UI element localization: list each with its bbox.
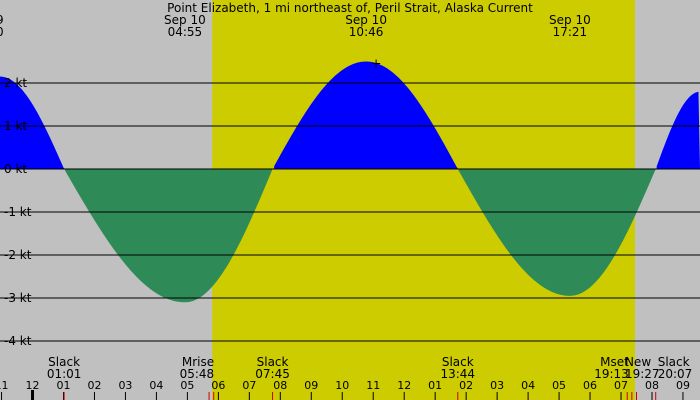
y-tick-label: 0 kt <box>4 162 27 176</box>
x-tick-label: 05 <box>552 379 566 392</box>
y-tick-label: 2 kt <box>4 76 27 90</box>
x-tick-label: 03 <box>118 379 132 392</box>
x-tick-label: 09 <box>676 379 690 392</box>
top-event-date: Sep 10 <box>549 13 591 27</box>
x-tick-label: 06 <box>211 379 225 392</box>
x-tick-label: 01 <box>428 379 442 392</box>
top-event-date: Sep 10 <box>345 13 387 27</box>
bottom-event-time: 20:07 <box>658 367 693 381</box>
bottom-event-label: Mrise <box>182 355 214 369</box>
y-tick-label: -2 kt <box>4 248 32 262</box>
bottom-event-label: New <box>625 355 651 369</box>
x-tick-label: 11 <box>0 379 9 392</box>
grid-lines <box>0 82 700 342</box>
top-event-date: Sep 10 <box>164 13 206 27</box>
top-event-time: 04:55 <box>168 25 203 39</box>
x-tick-label: 07 <box>242 379 256 392</box>
x-tick-label: 06 <box>583 379 597 392</box>
x-tick-label: 03 <box>490 379 504 392</box>
x-tick-label: 02 <box>459 379 473 392</box>
bottom-event-time: 13:44 <box>440 367 475 381</box>
chart-title: Point Elizabeth, 1 mi northeast of, Peri… <box>167 1 533 15</box>
y-axis-labels: 2 kt 1 kt 0 kt -1 kt -2 kt -3 kt -4 kt <box>4 76 32 348</box>
bottom-event-time: 05:48 <box>180 367 215 381</box>
bottom-event-time: 19:27 <box>625 367 660 381</box>
x-tick-label: 01 <box>56 379 70 392</box>
x-tick-label: 10 <box>335 379 349 392</box>
x-tick-label: 12 <box>397 379 411 392</box>
x-tick-label: 08 <box>273 379 287 392</box>
bottom-event-time: 01:01 <box>47 367 82 381</box>
bottom-event-time: 19:13 <box>594 367 629 381</box>
y-tick-label: -3 kt <box>4 291 32 305</box>
current-areas <box>0 61 700 303</box>
bottom-event-labels: Slack01:01Mrise05:48Slack07:45Slack13:44… <box>47 355 692 381</box>
x-tick-label: 05 <box>180 379 194 392</box>
x-tick-label: 11 <box>366 379 380 392</box>
bottom-event-label: Slack <box>442 355 474 369</box>
top-event-time: 10:46 <box>349 25 384 39</box>
x-tick-label: 12 <box>26 379 40 392</box>
ebb-area <box>65 169 657 303</box>
bottom-event-time: 07:45 <box>255 367 290 381</box>
bottom-event-label: Slack <box>658 355 690 369</box>
bottom-event-label: Slack <box>48 355 80 369</box>
x-tick-label: 07 <box>614 379 628 392</box>
top-event-time: 17:21 <box>553 25 588 39</box>
x-tick-label: 09 <box>304 379 318 392</box>
y-tick-label: 1 kt <box>4 119 27 133</box>
bottom-event-label: Slack <box>257 355 289 369</box>
x-tick-label: 04 <box>521 379 535 392</box>
top-edge-time: 0 <box>0 25 4 39</box>
x-tick-label: 04 <box>149 379 163 392</box>
x-axis: 11 12 01 02 03 04 05 06 07 08 09 10 11 12 01 02 03 04 05 06… <box>0 379 690 400</box>
y-tick-label: -4 kt <box>4 334 32 348</box>
x-tick-label: 08 <box>645 379 659 392</box>
x-tick-label: 02 <box>87 379 101 392</box>
bottom-event-label: Mset <box>600 355 629 369</box>
max-marker <box>372 59 381 68</box>
y-tick-label: -1 kt <box>4 205 32 219</box>
top-edge-date: 9 <box>0 13 4 27</box>
flood-area <box>0 61 700 170</box>
